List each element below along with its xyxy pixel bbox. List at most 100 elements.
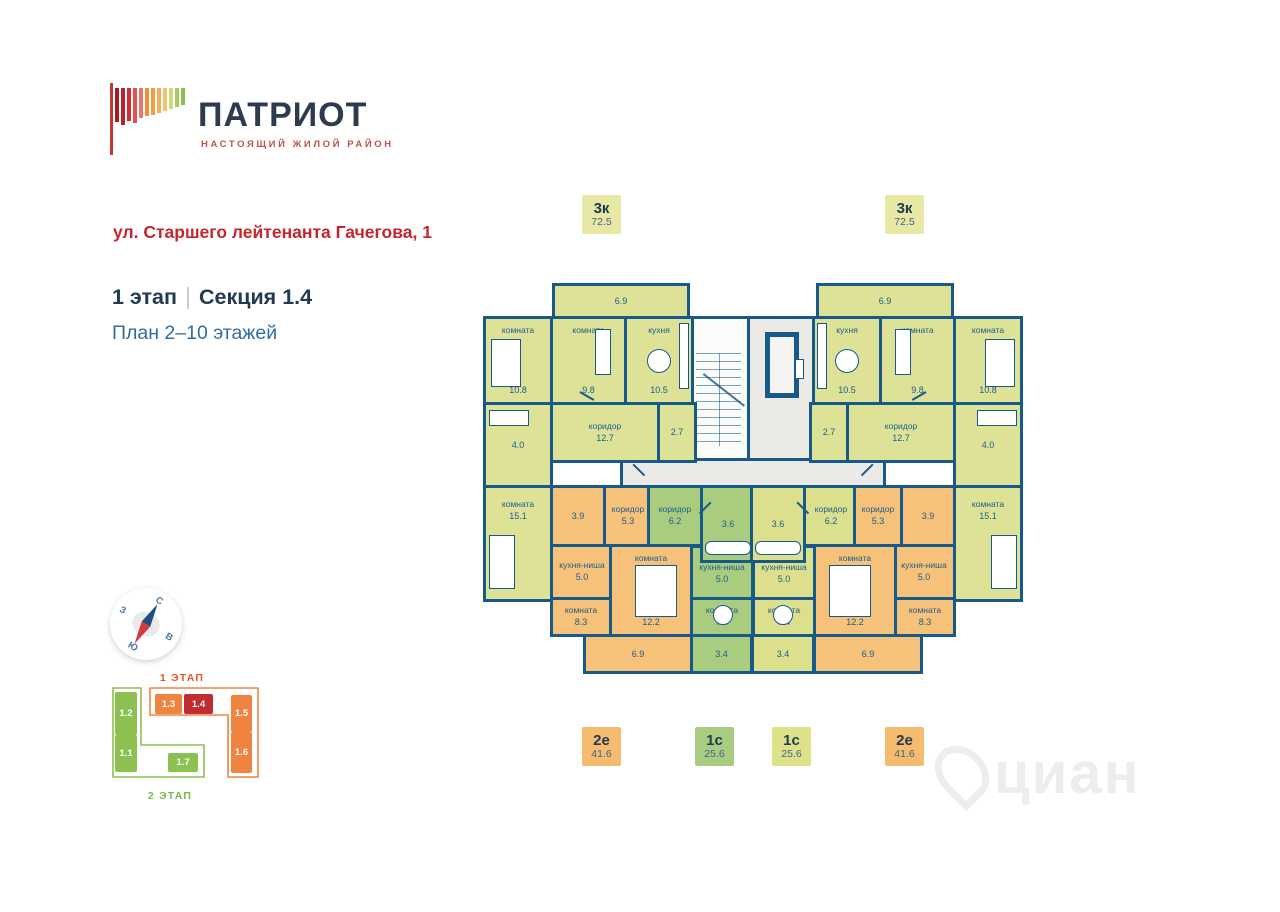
room-area: 6.2 — [668, 516, 682, 527]
room-name: комната — [564, 605, 598, 616]
room-area: 4.0 — [981, 439, 995, 450]
room-area: 3.4 — [715, 648, 728, 659]
divider — [187, 286, 189, 309]
block-label: 1.7 — [176, 757, 190, 768]
badge-label: 2е — [896, 732, 913, 750]
badge-area: 41.6 — [894, 747, 915, 760]
balcony-top-right: 6.9 — [816, 283, 954, 319]
patriot-logo-icon — [110, 80, 190, 158]
corridor-62-right: коридор 6.2 — [803, 485, 859, 547]
badge-1c-yellow: 1с 25.6 — [772, 727, 811, 766]
flag-bars-icon — [115, 88, 185, 125]
room-area: 6.9 — [614, 295, 628, 306]
plan-title: План 2–10 этажей — [112, 322, 278, 344]
room-name: коридор — [611, 504, 645, 515]
room-name: комната — [501, 325, 535, 335]
room-area: 3.4 — [776, 648, 790, 659]
room-area: 5.0 — [715, 573, 729, 584]
stage-label: 1 этап — [112, 285, 177, 309]
badge-3k-left: 3к 72.5 — [582, 195, 621, 234]
room-name: комната — [971, 499, 1005, 509]
room-name: комната — [971, 325, 1005, 335]
stairwell — [687, 316, 750, 461]
room-area: 6.2 — [824, 516, 838, 527]
badge-label: 2е — [593, 732, 610, 750]
site-block-1-5: 1.5 — [231, 695, 252, 732]
room-area: 3.9 — [571, 510, 585, 521]
bed-icon — [985, 339, 1015, 387]
room-name: кухня-ниша — [699, 561, 745, 572]
logo-tagline: НАСТОЯЩИЙ ЖИЛОЙ РАЙОН — [201, 139, 394, 150]
bathtub-icon — [977, 410, 1017, 426]
badge-area: 72.5 — [894, 215, 915, 228]
site-block-1-4-highlighted: 1.4 — [184, 694, 213, 714]
table-icon — [835, 349, 859, 373]
site-plan-minimap: 1 ЭТАП 2 ЭТАП 1.2 1.1 1.7 1.3 1.4 1.5 1.… — [100, 664, 270, 804]
balcony-bottom-yellow: 3.4 — [751, 634, 815, 674]
room-area: 9.8 — [582, 384, 595, 395]
kitchen-counter-icon — [679, 323, 689, 389]
room-area: 5.0 — [917, 572, 931, 583]
stage1-outline — [149, 687, 259, 778]
stage1-label: 1 ЭТАП — [159, 672, 205, 684]
badge-area: 41.6 — [591, 747, 612, 760]
kitchen-niche-2e-left: кухня-ниша 5.0 — [550, 544, 612, 600]
badge-3k-right: 3к 72.5 — [885, 195, 924, 234]
room-name: кухня-ниша — [901, 560, 947, 571]
room-area: 12.2 — [642, 616, 660, 627]
site-plan-outlines — [112, 687, 259, 778]
bathtub-icon — [489, 410, 529, 426]
room-area: 10.5 — [650, 384, 668, 395]
room-name: комната — [901, 325, 934, 335]
elevator-shaft — [747, 316, 816, 461]
compass-rose: С В Ю З — [97, 575, 195, 673]
room-area: 5.3 — [871, 516, 885, 527]
bath-39-left: 3.9 — [550, 485, 606, 547]
badge-label: 1с — [706, 732, 723, 750]
room-area: 12.7 — [892, 432, 910, 443]
room-name: комната — [838, 553, 872, 563]
stage-section-line: 1 этап Секция 1.4 — [112, 285, 312, 310]
room-name: коридор — [588, 420, 622, 431]
badge-area: 25.6 — [781, 747, 802, 760]
room-name: комната — [634, 553, 668, 563]
room-area: 8.3 — [574, 617, 588, 628]
room-area: 8.3 — [918, 617, 932, 628]
compass-east: В — [163, 630, 175, 644]
room-area: 15.1 — [509, 510, 527, 521]
site-block-1-2: 1.2 — [115, 692, 137, 735]
room-name: кухня — [648, 325, 670, 335]
bath-39-right: 3.9 — [900, 485, 956, 547]
room-name: кухня-ниша — [559, 560, 605, 571]
room-area: 6.9 — [861, 648, 875, 659]
corridor-127-right: коридор 12.7 — [846, 402, 956, 463]
block-label: 1.4 — [191, 698, 206, 710]
block-label: 1.6 — [234, 747, 249, 758]
badge-area: 25.6 — [704, 747, 725, 760]
logo-title: ПАТРИОТ — [198, 96, 368, 134]
room-area: 10.5 — [838, 384, 856, 395]
room-bedroom-98-right: комната 9.8 — [879, 316, 956, 405]
cian-watermark: циан — [923, 733, 1198, 813]
site-block-1-1: 1.1 — [115, 735, 137, 772]
site-block-1-7: 1.7 — [168, 753, 198, 772]
badge-label: 3к — [593, 200, 610, 218]
compass: С В Ю З — [110, 588, 182, 660]
room-area: 2.7 — [670, 427, 684, 438]
room-bedroom-98-left: комната 9.8 — [550, 316, 627, 405]
balcony-top-left: 6.9 — [552, 283, 690, 319]
compass-west: З — [117, 604, 128, 617]
room-area: 3.6 — [721, 518, 735, 529]
room-area: 3.9 — [921, 510, 935, 521]
room-area: 5.0 — [575, 572, 589, 583]
badge-label: 1с — [783, 732, 800, 750]
room-area: 3.6 — [771, 518, 785, 529]
site-block-1-3: 1.3 — [155, 694, 182, 714]
street-address: ул. Старшего лейтенанта Гачегова, 1 — [113, 222, 432, 242]
wc-27-right: 2.7 — [809, 402, 849, 463]
room-area: 6.9 — [631, 648, 645, 659]
room-area: 12.2 — [846, 616, 864, 627]
pin-icon — [923, 734, 1001, 812]
kitchen-niche-2e-right: кухня-ниша 5.0 — [894, 544, 956, 600]
balcony-bottom-green: 3.4 — [690, 634, 753, 674]
